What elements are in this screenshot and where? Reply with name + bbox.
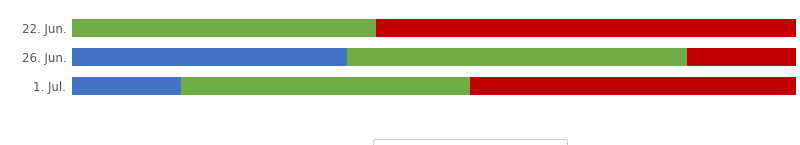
Bar <box>687 48 796 66</box>
Bar <box>470 77 796 95</box>
Bar <box>72 19 376 37</box>
Legend: Kalt, Normal, Warm: Kalt, Normal, Warm <box>373 139 567 145</box>
Bar <box>347 48 687 66</box>
Bar <box>72 77 181 95</box>
Bar <box>376 19 796 37</box>
Bar <box>181 77 470 95</box>
Bar <box>72 48 347 66</box>
